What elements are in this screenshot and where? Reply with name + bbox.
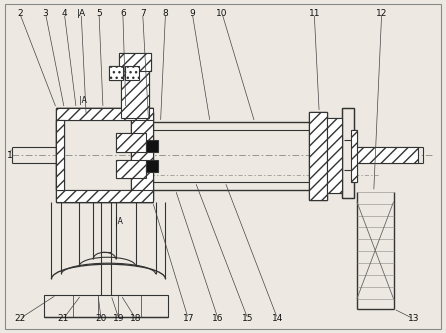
Bar xyxy=(146,140,157,152)
Text: 18: 18 xyxy=(130,314,141,323)
Bar xyxy=(131,113,153,200)
Text: 17: 17 xyxy=(182,314,194,323)
Text: 12: 12 xyxy=(376,9,388,18)
Bar xyxy=(44,295,169,317)
Bar xyxy=(116,160,146,178)
Bar xyxy=(56,109,153,121)
Text: 14: 14 xyxy=(272,314,283,323)
Text: 2: 2 xyxy=(17,9,22,18)
Bar xyxy=(56,121,64,190)
Bar xyxy=(327,119,342,193)
Text: 1: 1 xyxy=(7,151,12,160)
Text: 13: 13 xyxy=(408,314,419,323)
Text: 11: 11 xyxy=(309,9,320,18)
Bar xyxy=(309,113,327,200)
Bar xyxy=(121,69,149,119)
Text: 7: 7 xyxy=(140,9,145,18)
Text: 4: 4 xyxy=(62,9,67,18)
Text: 16: 16 xyxy=(212,314,224,323)
Text: |A: |A xyxy=(115,217,123,226)
Bar xyxy=(56,190,153,202)
Text: 20: 20 xyxy=(95,314,107,323)
Bar xyxy=(119,53,151,71)
Text: |A: |A xyxy=(79,96,87,105)
Bar xyxy=(342,109,354,198)
Text: 21: 21 xyxy=(58,314,69,323)
Bar xyxy=(116,133,146,152)
Bar xyxy=(146,160,157,172)
Text: 3: 3 xyxy=(43,9,48,18)
Text: 5: 5 xyxy=(96,9,102,18)
Bar xyxy=(354,147,418,163)
Text: 15: 15 xyxy=(242,314,253,323)
Text: 10: 10 xyxy=(216,9,228,18)
Text: 19: 19 xyxy=(113,314,124,323)
Text: 6: 6 xyxy=(120,9,126,18)
Text: 22: 22 xyxy=(14,314,25,323)
Bar xyxy=(351,130,357,182)
Bar xyxy=(125,66,139,80)
Text: 9: 9 xyxy=(190,9,195,18)
Text: |A: |A xyxy=(77,9,86,18)
Text: 8: 8 xyxy=(163,9,168,18)
Bar xyxy=(109,66,123,80)
